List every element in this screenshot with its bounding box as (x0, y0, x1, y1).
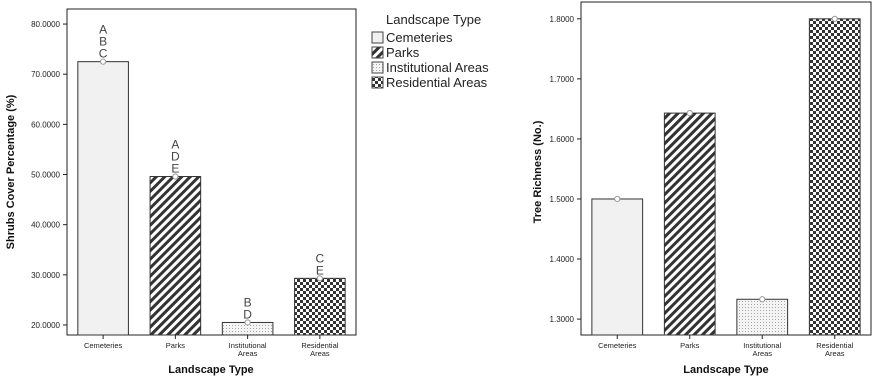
x-tick-label: Areas (825, 349, 845, 358)
legend-label-residential: Residential Areas (386, 75, 488, 90)
left-x-axis: Cemeteries Parks InstitutionalAreasResiden… (84, 335, 339, 358)
right-x-axis-title: Landscape Type (683, 364, 768, 376)
y-tick-label: 20.0000 (31, 321, 60, 330)
bar-parks (149, 176, 202, 336)
significance-letter: E (316, 263, 324, 277)
significance-letter: D (171, 150, 180, 164)
significance-letter: A (99, 23, 107, 37)
y-tick-label: 30.0000 (31, 271, 60, 280)
y-tick-label: 1.3000 (550, 315, 575, 324)
x-tick-label: Areas (752, 349, 772, 358)
mean-marker (172, 173, 179, 180)
significance-letter: A (171, 138, 179, 152)
legend-swatch-residential (371, 76, 384, 89)
significance-letter: B (244, 295, 252, 309)
mean-marker (759, 296, 766, 303)
y-tick-label: 60.0000 (31, 120, 60, 129)
legend-label-institutional: Institutional Areas (386, 60, 489, 75)
significance-letter: C (316, 251, 325, 265)
x-tick-label: Residential (301, 341, 338, 350)
bar-cemeteries (591, 198, 644, 336)
right-y-axis-title: Tree Richness (No.) (532, 120, 544, 223)
y-tick-label: 1.8000 (550, 15, 575, 24)
legend-swatch-institutional (371, 61, 384, 74)
bar-institutional (736, 298, 789, 336)
mean-marker (614, 195, 621, 203)
x-tick-label: Cemeteries (84, 341, 123, 350)
bar-parks (663, 112, 716, 336)
left-plot-frame (66, 8, 357, 336)
x-tick-label: Institutional (229, 341, 267, 350)
right-plot-frame (580, 1, 872, 336)
y-tick-label: 1.7000 (550, 75, 575, 84)
significance-letter: B (99, 35, 107, 49)
tree-richness-chart: 1.3000 1.4000 1.5000 1.6000 1.7000 1.8000 Cem… (532, 1, 872, 376)
significance-letter: D (243, 307, 252, 321)
mean-marker (316, 275, 323, 282)
x-tick-label: Areas (238, 349, 258, 358)
mean-marker (100, 58, 107, 65)
legend-label-parks: Parks (386, 45, 420, 60)
y-tick-label: 1.5000 (550, 195, 575, 204)
right-bars (591, 15, 861, 336)
right-y-axis: 1.3000 1.4000 1.5000 1.6000 1.7000 1.8000 (550, 15, 581, 324)
right-x-axis: Cemeteries Parks InstitutionalAreasResiden… (598, 335, 854, 358)
y-tick-label: 40.0000 (31, 221, 60, 230)
legend-swatch-cemeteries (371, 31, 384, 44)
x-tick-label: Areas (310, 349, 330, 358)
y-tick-label: 70.0000 (31, 70, 60, 79)
x-tick-label: Parks (680, 341, 699, 350)
left-y-axis: 20.0000 30.0000 40.0000 50.0000 60.0000 70.00… (31, 20, 67, 330)
legend: Landscape Type CemeteriesParksInstitutio… (371, 12, 489, 90)
mean-marker (831, 15, 838, 22)
y-tick-label: 1.4000 (550, 255, 575, 264)
y-tick-label: 80.0000 (31, 20, 60, 29)
y-tick-label: 50.0000 (31, 171, 60, 180)
x-tick-label: Residential (816, 341, 853, 350)
y-tick-label: 1.6000 (550, 135, 575, 144)
x-tick-label: Institutional (743, 341, 781, 350)
significance-letter: C (99, 47, 108, 61)
x-tick-label: Cemeteries (598, 341, 637, 350)
shrubs-cover-chart: 20.0000 30.0000 40.0000 50.0000 60.0000 70.00… (5, 8, 357, 376)
left-x-axis-title: Landscape Type (168, 364, 253, 376)
bar-residential (808, 18, 861, 336)
left-y-axis-title: Shrubs Cover Percentage (%) (5, 94, 17, 249)
bar-cemeteries (77, 61, 129, 336)
mean-marker (244, 319, 251, 326)
mean-marker (686, 110, 693, 117)
legend-swatch-parks (371, 46, 384, 59)
bar-residential (294, 277, 346, 336)
x-tick-label: Parks (166, 341, 185, 350)
significance-letter: E (171, 162, 179, 176)
legend-title: Landscape Type (386, 12, 481, 27)
legend-label-cemeteries: Cemeteries (386, 30, 453, 45)
